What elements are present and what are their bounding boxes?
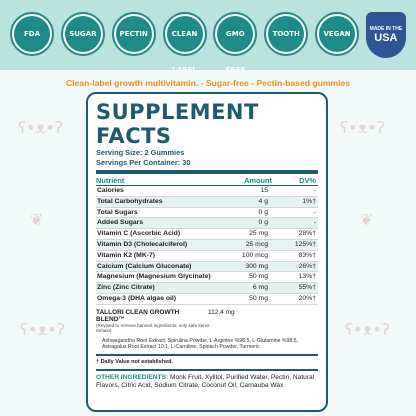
nutrient-dv: 125%† [294,240,316,248]
table-header: Nutrient Amount DV% [96,176,318,186]
leaf-icon: ❦ [360,210,374,229]
clean-label-badge: CLEAN LABEL [162,12,207,74]
pectin-badge: PECTIN [111,12,156,56]
daily-value-note: † Daily Value not established. [96,359,174,366]
panel-title: SUPPLEMENT FACTS [96,100,259,148]
other-ingredients: OTHER INGREDIENTS: Monk Fruit, Xylitol, … [96,369,318,390]
blend-note: (Revised to remove banned ingredients; o… [96,322,210,334]
table-row: Calories 15 - [96,186,318,197]
nutrient-dv: 20%† [298,294,316,302]
nutrient-dv: - [313,219,316,227]
bear-icon: ʕ•ᴥ•ʔ [20,320,65,339]
nutrient-dv: - [313,187,316,194]
table-row: Calcium (Calcium Gluconate) 300 mg 26%† [96,261,318,273]
nutrient-amount: 15 [260,187,268,194]
nutrient-amount: 50 mg [249,273,268,281]
nutrient-dv: 55%† [298,284,316,292]
nutrient-name: Zinc (Zinc Citrate) [97,284,155,292]
nutrient-dv: 83%† [298,251,316,259]
nutrient-dv: - [313,208,316,216]
nutrient-dv: 1%† [302,197,316,205]
servings-per-container: Servings Per Container: 30 [96,157,191,167]
nutrient-dv: 26%† [298,262,316,270]
nutrient-amount: 0 g [258,219,268,227]
nutrient-name: Calories [97,187,124,194]
badge-row: FDA SUGAR PECTIN CLEAN LABEL GMO FREE TO… [0,12,416,74]
table-row: Magnesium (Magnesium Glycinate) 50 mg 13%† [96,272,318,284]
table-row: Vitamin D3 (Cholecalciferol) 25 mcg 125%† [96,239,318,251]
table-row: Omega-3 (DHA algae oil) 50 mg 20%† [96,294,318,305]
nutrient-name: Vitamin D3 (Cholecalciferol) [97,240,188,248]
nutrient-amount: 0 g [258,208,268,216]
bear-icon: ʕ•ᴥ•ʔ [18,118,63,137]
nutrient-amount: 25 mcg [245,240,268,248]
tagline: Clean-label growth multivitamin. - Sugar… [65,78,351,88]
supplement-facts-panel: SUPPLEMENT FACTS Serving Size: 2 Gummies… [86,92,328,412]
made-in-usa-badge: MADE IN THE USA [365,12,406,58]
nutrient-amount: 4 g [258,197,268,205]
tooth-friendly-badge: TOOTH [264,12,309,56]
nutrient-amount: 50 mg [249,294,268,302]
divider [96,354,318,357]
nutrient-amount: 100 mcg [241,251,268,259]
nutrient-name: Vitamin C (Ascorbic Acid) [97,230,181,238]
sugar-free-badge: SUGAR [60,12,105,56]
nutrient-amount: 6 mg [252,284,268,292]
table-row: Zinc (Zinc Citrate) 6 mg 55%† [96,283,318,294]
gmo-free-badge: GMO FREE [213,12,258,74]
nutrient-name: Vitamin K2 (MK-7) [97,251,156,259]
leaf-icon: ❦ [30,210,44,229]
nutrient-amount: 25 mg [249,230,268,238]
table-row: Total Carbohydrates 4 g 1%† [96,196,318,208]
nutrient-dv: 13%† [298,273,316,281]
serving-size: Serving Size: 2 Gummies [96,148,185,157]
nutrient-table: Calories 15- Total Carbohydrates 4 g 1%† Tota… [96,186,318,305]
vegan-badge: VEGAN [315,12,360,56]
table-row: Total Sugars 0 g - [96,208,318,219]
nutrient-name: Magnesium (Magnesium Glycinate) [97,273,211,281]
bear-icon: ʕ•ᴥ•ʔ [345,320,390,339]
table-row: Added Sugars 0 g - [96,218,318,230]
nutrient-name: Added Sugars [97,219,144,227]
nutrient-name: Total Sugars [97,208,138,216]
nutrient-name: Omega-3 (DHA algae oil) [97,294,177,302]
nutrient-dv: 28%† [298,230,316,238]
table-row: Vitamin K2 (MK-7) 100 mcg 83%† [96,251,318,262]
nutrient-name: Total Carbohydrates [97,197,163,205]
blend-row: TALLORI CLEAN GROWTH BLEND™ 112.4 mg [96,308,235,323]
fda-badge: FDA [10,12,54,56]
bear-icon: ʕ•ᴥ•ʔ [340,118,385,137]
divider [96,170,318,174]
blend-ingredients: Ashwagandha Root Extract, Spirulina Powd… [102,337,299,350]
table-row: Vitamin C (Ascorbic Acid) 25 mg 28%† [96,229,318,240]
nutrient-name: Calcium (Calcium Gluconate) [97,262,192,270]
nutrient-amount: 300 mg [245,262,268,270]
